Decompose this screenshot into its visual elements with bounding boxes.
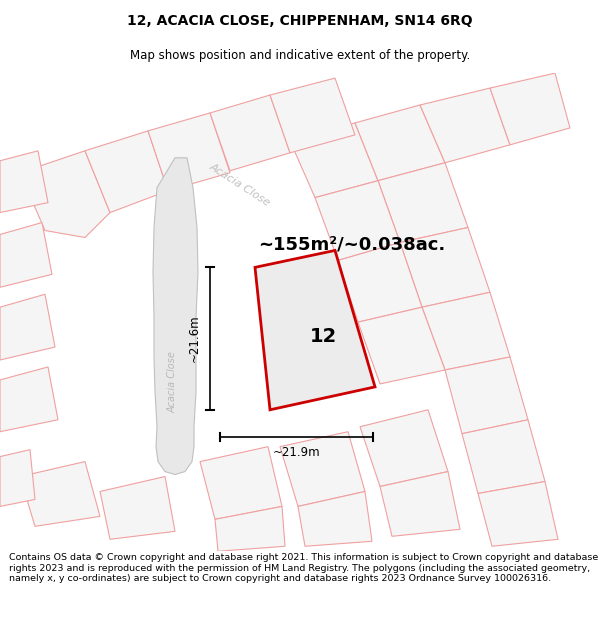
Text: Acacia Close: Acacia Close [208,161,272,208]
Text: ~155m²/~0.038ac.: ~155m²/~0.038ac. [258,236,445,254]
Polygon shape [378,162,468,242]
Polygon shape [490,73,570,145]
Polygon shape [445,357,528,434]
Text: Acacia Close: Acacia Close [168,351,178,413]
Text: ~21.6m: ~21.6m [187,315,200,362]
Polygon shape [0,151,48,213]
Polygon shape [255,251,375,410]
Polygon shape [298,491,372,546]
Polygon shape [148,113,230,191]
Text: ~21.9m: ~21.9m [272,446,320,459]
Polygon shape [400,228,490,308]
Polygon shape [462,420,545,494]
Polygon shape [338,242,422,322]
Polygon shape [315,181,400,261]
Text: 12, ACACIA CLOSE, CHIPPENHAM, SN14 6RQ: 12, ACACIA CLOSE, CHIPPENHAM, SN14 6RQ [127,14,473,28]
Polygon shape [153,158,198,474]
Polygon shape [0,449,35,506]
Polygon shape [0,294,55,360]
Polygon shape [360,410,448,486]
Polygon shape [280,432,365,506]
Polygon shape [20,151,110,238]
Polygon shape [215,506,285,551]
Polygon shape [0,367,58,432]
Polygon shape [20,462,100,526]
Polygon shape [210,95,290,171]
Polygon shape [420,88,510,162]
Text: Contains OS data © Crown copyright and database right 2021. This information is : Contains OS data © Crown copyright and d… [9,553,598,583]
Text: Map shows position and indicative extent of the property.: Map shows position and indicative extent… [130,49,470,62]
Polygon shape [478,481,558,546]
Polygon shape [380,471,460,536]
Polygon shape [200,447,282,519]
Polygon shape [270,78,355,152]
Polygon shape [100,476,175,539]
Polygon shape [0,222,52,288]
Polygon shape [355,105,445,181]
Polygon shape [290,123,378,198]
Polygon shape [422,292,510,370]
Polygon shape [358,308,445,384]
Text: 12: 12 [310,327,337,346]
Polygon shape [85,131,168,212]
